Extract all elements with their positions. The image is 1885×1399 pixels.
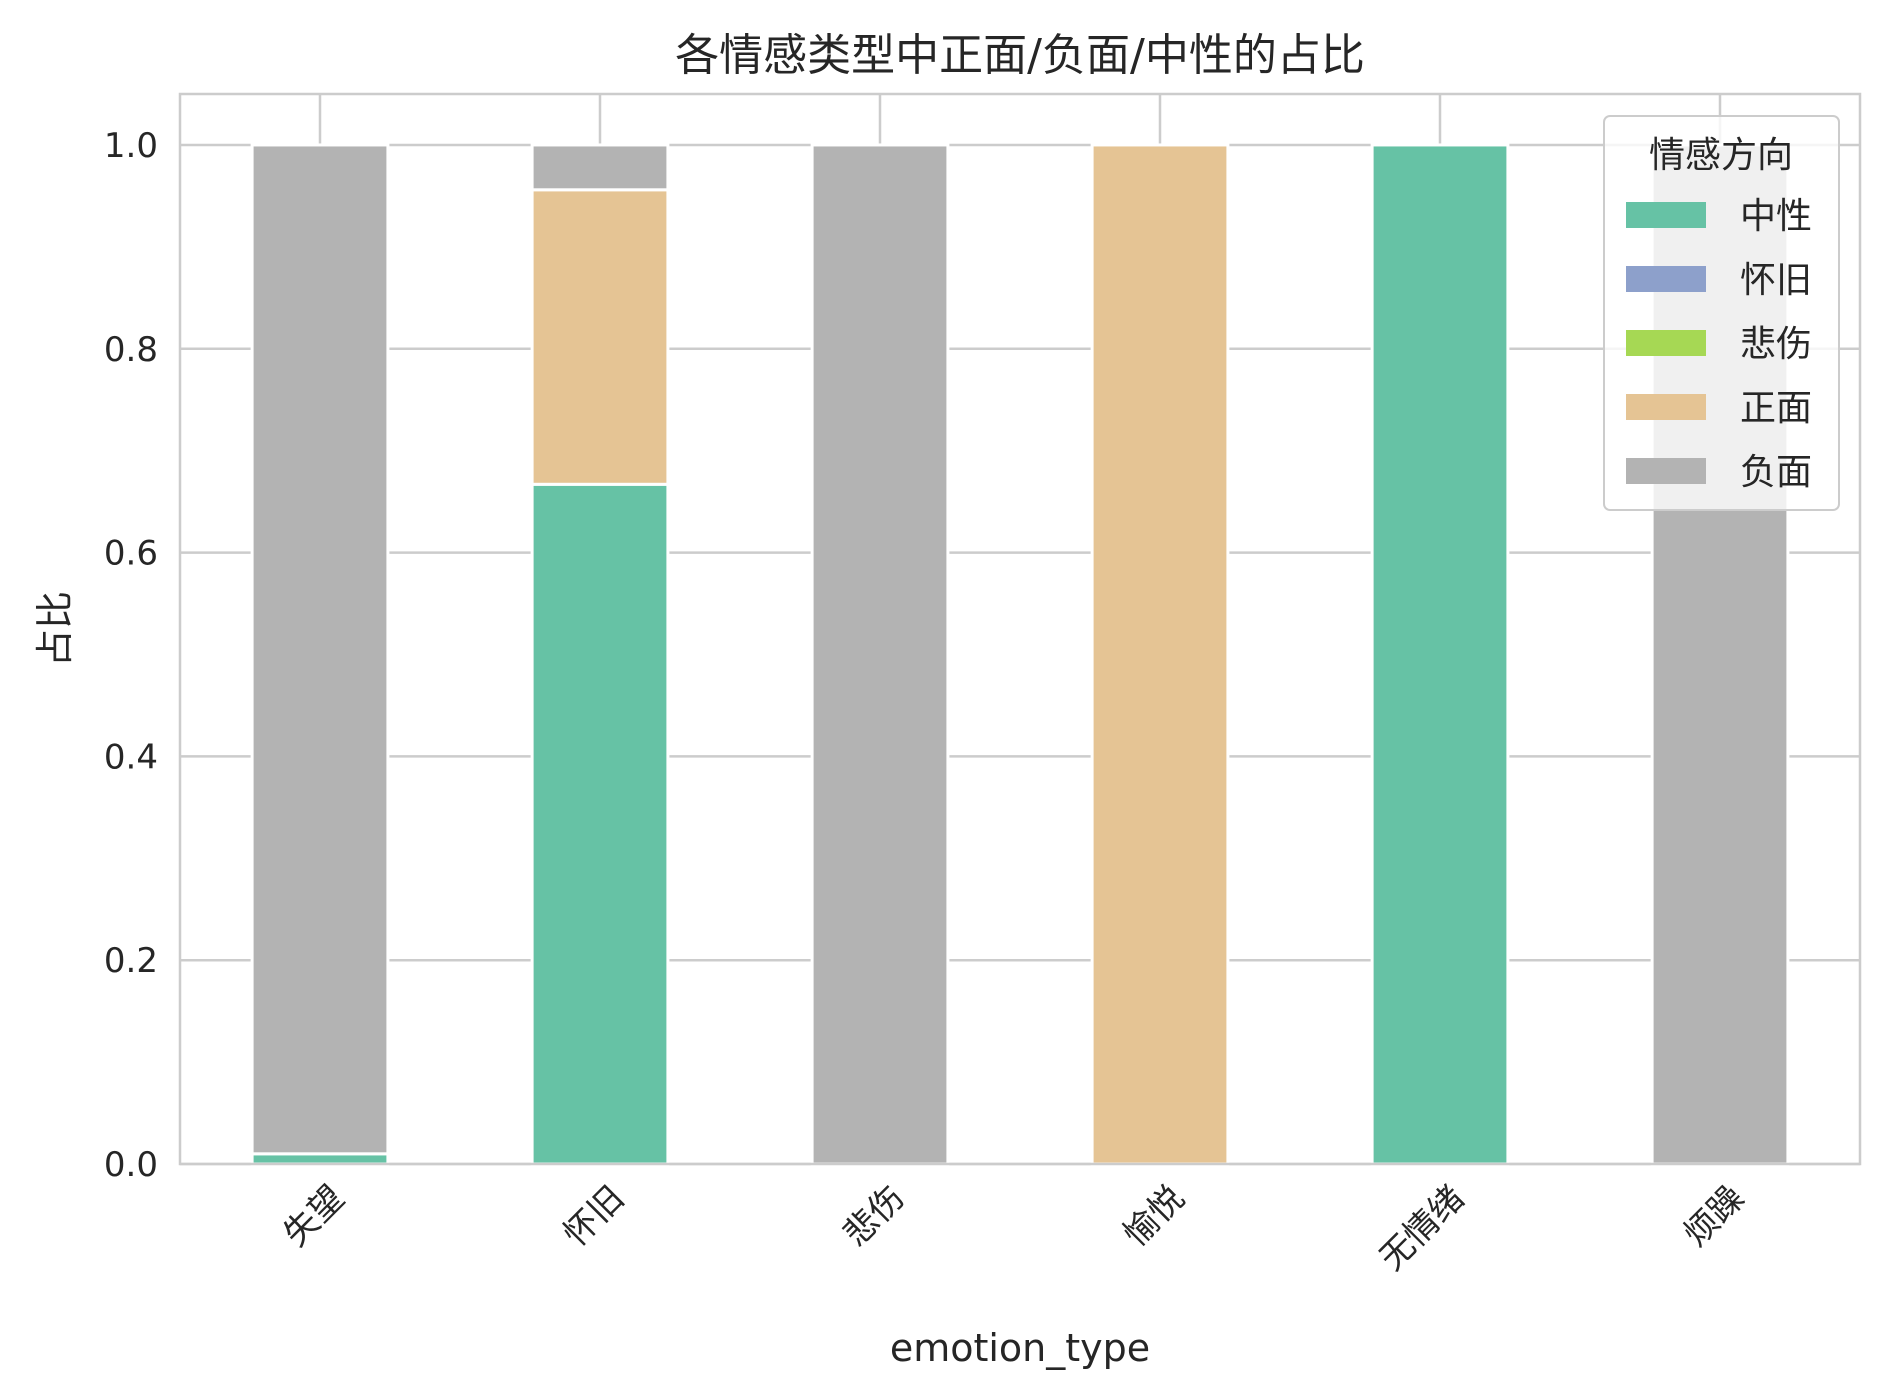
y-tick-label: 0.8 xyxy=(104,330,158,370)
bar-segment xyxy=(250,143,390,1156)
y-tick-labels: 0.0 0.2 0.4 0.6 0.8 1.0 xyxy=(104,126,158,1185)
bar-segment xyxy=(530,188,670,486)
legend-label: 怀旧 xyxy=(1740,260,1812,301)
legend-label: 正面 xyxy=(1740,388,1812,429)
bars xyxy=(250,143,1790,1166)
legend-label: 悲伤 xyxy=(1740,324,1812,365)
y-tick-label: 0.2 xyxy=(104,941,158,981)
chart-title: 各情感类型中正面/负面/中性的占比 xyxy=(675,30,1365,81)
legend-title: 情感方向 xyxy=(1649,135,1793,176)
y-tick-label: 0.0 xyxy=(104,1145,158,1185)
y-tick-label: 0.4 xyxy=(104,737,158,777)
bar-segment xyxy=(250,1152,390,1166)
legend-swatch xyxy=(1626,266,1706,292)
legend-swatch xyxy=(1626,202,1706,228)
plot-frame xyxy=(178,92,1862,1166)
y-tick-label: 1.0 xyxy=(104,126,158,166)
legend-swatch xyxy=(1626,458,1706,484)
x-axis-title: emotion_type xyxy=(890,1326,1150,1370)
legend-swatch xyxy=(1626,330,1706,356)
legend-label: 中性 xyxy=(1740,196,1812,237)
bar-segment xyxy=(530,143,670,192)
bar-segment xyxy=(530,482,670,1166)
y-axis-title: 占比 xyxy=(33,591,77,667)
y-tick-label: 0.6 xyxy=(104,534,158,574)
legend-label: 负面 xyxy=(1740,452,1812,493)
bar-segment xyxy=(1370,143,1510,1166)
bar-segment xyxy=(810,143,950,1166)
bar-segment xyxy=(1090,143,1230,1166)
legend-swatch xyxy=(1626,394,1706,420)
